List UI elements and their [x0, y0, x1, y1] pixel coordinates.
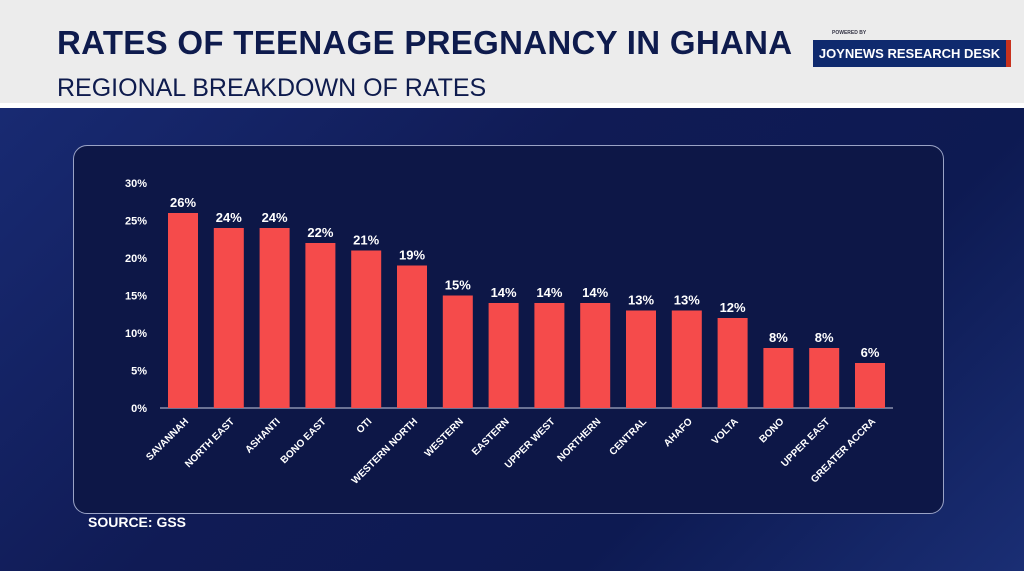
y-tick-label: 15% [125, 291, 147, 303]
powered-by-label: POWERED BY [832, 30, 867, 36]
bar [351, 250, 382, 408]
bar [168, 213, 198, 408]
bar [442, 295, 473, 408]
data-label: 12% [720, 300, 746, 315]
x-tick-label: NORTHERN [555, 416, 603, 464]
x-tick-label: VOLTA [710, 416, 741, 447]
header-divider [0, 103, 1024, 108]
bar [397, 265, 427, 408]
x-tick-label: ASHANTI [244, 416, 283, 455]
data-label: 24% [216, 210, 242, 225]
bar [488, 303, 519, 408]
page-title: RATES OF TEENAGE PREGNANCY IN GHANA [57, 24, 793, 61]
x-tick-label: OTI [355, 416, 375, 436]
bar [213, 228, 244, 408]
page-subtitle: REGIONAL BREAKDOWN OF RATES [57, 74, 487, 102]
y-tick-label: 0% [131, 403, 147, 415]
bar [259, 228, 290, 408]
bar [763, 348, 794, 408]
data-label: 14% [582, 285, 608, 300]
data-label: 22% [307, 225, 333, 240]
data-label: 8% [815, 330, 834, 345]
bar [671, 310, 702, 408]
y-tick-label: 30% [125, 178, 147, 190]
source-note: SOURCE: GSS [88, 514, 187, 530]
data-label: 14% [491, 285, 517, 300]
bar [717, 318, 748, 408]
x-tick-label: WESTERN [423, 416, 466, 459]
x-tick-label: CENTRAL [608, 416, 650, 458]
data-label: 15% [445, 278, 471, 293]
x-tick-label: EASTERN [470, 416, 512, 458]
bar [580, 303, 611, 408]
data-label: 19% [399, 248, 425, 263]
x-tick-label: AHAFO [662, 416, 695, 449]
bar [626, 310, 656, 408]
data-label: 21% [353, 233, 379, 248]
x-tick-label: BONO EAST [279, 416, 329, 466]
bar [855, 363, 885, 408]
data-label: 8% [769, 330, 788, 345]
data-label: 13% [674, 293, 700, 308]
bar [809, 348, 840, 408]
data-label: 6% [861, 345, 880, 360]
y-tick-label: 20% [125, 253, 147, 265]
y-tick-label: 10% [125, 328, 147, 340]
data-label: 24% [262, 210, 288, 225]
data-label: 26% [170, 195, 196, 210]
data-label: 14% [536, 285, 562, 300]
y-tick-label: 5% [131, 366, 147, 378]
data-label: 13% [628, 293, 654, 308]
x-tick-label: SAVANNAH [144, 416, 191, 463]
bar [305, 243, 336, 408]
x-tick-label: BONO [758, 416, 787, 445]
bar [534, 303, 565, 408]
x-tick-label: NORTH EAST [183, 416, 237, 470]
brand-logo: JOYNEWS RESEARCH DESK [813, 40, 1011, 67]
y-tick-label: 25% [125, 216, 147, 228]
